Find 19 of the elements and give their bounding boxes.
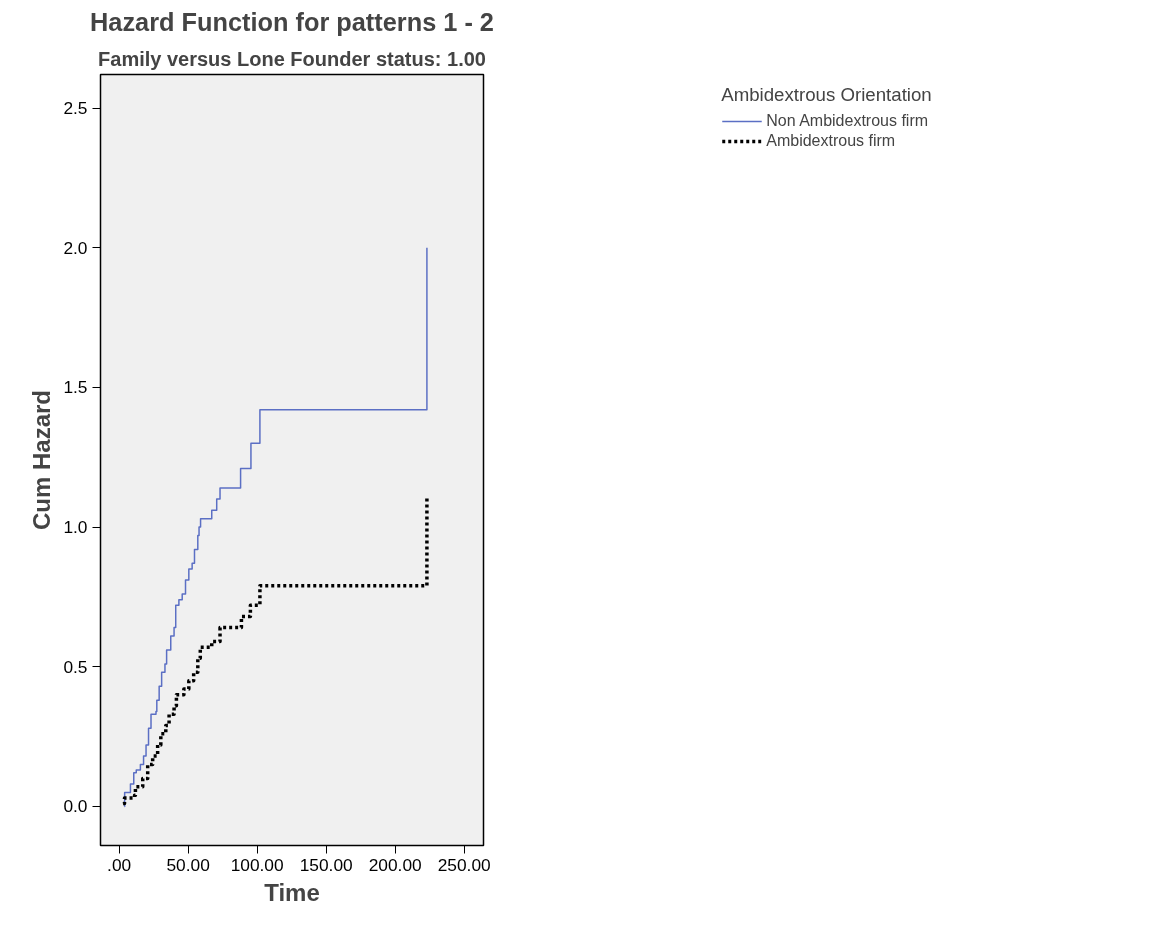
y-tick-label: 2.5 bbox=[63, 98, 88, 119]
y-tick-label: 2.0 bbox=[63, 237, 88, 258]
legend-label: Ambidextrous firm bbox=[766, 132, 896, 150]
x-tick-label: .00 bbox=[107, 854, 132, 875]
y-tick-label: 0.0 bbox=[63, 796, 88, 817]
chart-title: Hazard Function for patterns 1 - 2 bbox=[90, 7, 494, 36]
legend-label: Non Ambidextrous firm bbox=[766, 112, 929, 130]
x-tick-label: 250.00 bbox=[437, 854, 491, 875]
x-tick-label: 50.00 bbox=[166, 854, 210, 875]
y-tick-label: 0.5 bbox=[63, 656, 88, 677]
y-axis-title: Cum Hazard bbox=[28, 389, 56, 531]
x-tick-label: 150.00 bbox=[299, 854, 353, 875]
legend-title: Ambidextrous Orientation bbox=[721, 84, 932, 106]
y-tick-label: 1.0 bbox=[63, 517, 88, 538]
x-axis-title: Time bbox=[264, 878, 320, 906]
x-tick-label: 200.00 bbox=[368, 854, 422, 875]
chart-subtitle: Family versus Lone Founder status: 1.00 bbox=[98, 47, 486, 70]
y-tick-label: 1.5 bbox=[63, 377, 88, 398]
x-tick-label: 100.00 bbox=[230, 854, 284, 875]
